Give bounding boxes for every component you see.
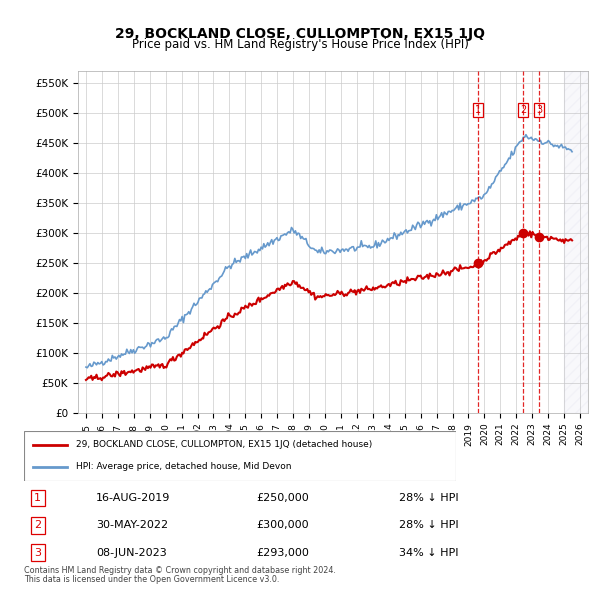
Text: 28% ↓ HPI: 28% ↓ HPI — [400, 520, 459, 530]
Bar — [564, 71, 588, 413]
Text: £300,000: £300,000 — [256, 520, 308, 530]
Text: This data is licensed under the Open Government Licence v3.0.: This data is licensed under the Open Gov… — [24, 575, 280, 584]
Text: 3: 3 — [34, 548, 41, 558]
Text: 08-JUN-2023: 08-JUN-2023 — [96, 548, 167, 558]
Text: 29, BOCKLAND CLOSE, CULLOMPTON, EX15 1JQ (detached house): 29, BOCKLAND CLOSE, CULLOMPTON, EX15 1JQ… — [76, 440, 372, 449]
Text: 30-MAY-2022: 30-MAY-2022 — [96, 520, 168, 530]
Text: 28% ↓ HPI: 28% ↓ HPI — [400, 493, 459, 503]
Text: Price paid vs. HM Land Registry's House Price Index (HPI): Price paid vs. HM Land Registry's House … — [131, 38, 469, 51]
FancyBboxPatch shape — [24, 431, 456, 481]
Text: HPI: Average price, detached house, Mid Devon: HPI: Average price, detached house, Mid … — [76, 463, 292, 471]
Text: 16-AUG-2019: 16-AUG-2019 — [96, 493, 170, 503]
Text: £250,000: £250,000 — [256, 493, 308, 503]
Text: £293,000: £293,000 — [256, 548, 309, 558]
Text: 3: 3 — [536, 105, 542, 115]
Text: 1: 1 — [34, 493, 41, 503]
Text: Contains HM Land Registry data © Crown copyright and database right 2024.: Contains HM Land Registry data © Crown c… — [24, 566, 336, 575]
Text: 1: 1 — [475, 105, 481, 115]
Text: 2: 2 — [34, 520, 41, 530]
Text: 2: 2 — [520, 105, 526, 115]
Text: 34% ↓ HPI: 34% ↓ HPI — [400, 548, 459, 558]
Text: 29, BOCKLAND CLOSE, CULLOMPTON, EX15 1JQ: 29, BOCKLAND CLOSE, CULLOMPTON, EX15 1JQ — [115, 27, 485, 41]
